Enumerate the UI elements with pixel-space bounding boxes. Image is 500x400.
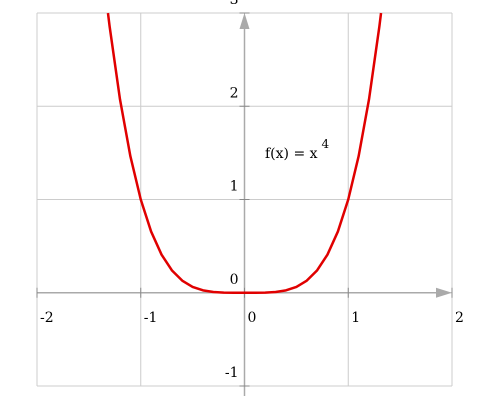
plot-area xyxy=(106,12,383,294)
y-tick-label: 3 xyxy=(230,0,239,8)
y-tick-label: 0 xyxy=(230,272,239,288)
x-tick-label: 1 xyxy=(351,310,360,326)
axes xyxy=(36,12,453,396)
line xyxy=(106,12,383,294)
y-axis-arrow xyxy=(239,13,250,29)
x-tick-label: -1 xyxy=(144,310,158,326)
x-axis-arrow xyxy=(436,287,452,298)
annotation: f(x) = x 4 xyxy=(265,137,330,162)
y-tick-label: 2 xyxy=(230,85,239,101)
x-tick-label: 0 xyxy=(248,310,257,326)
annotation-superscript: 4 xyxy=(322,137,330,151)
x-tick-label: 2 xyxy=(455,310,464,326)
annotation-text: f(x) = x xyxy=(265,146,318,162)
x-tick-label: -2 xyxy=(40,310,54,326)
y-tick-label: -1 xyxy=(225,365,239,381)
y-tick-label: 1 xyxy=(230,179,239,195)
labels: -2 -1 0 1 2 -1 0 1 2 3 f(x) = x 4 xyxy=(40,0,464,381)
